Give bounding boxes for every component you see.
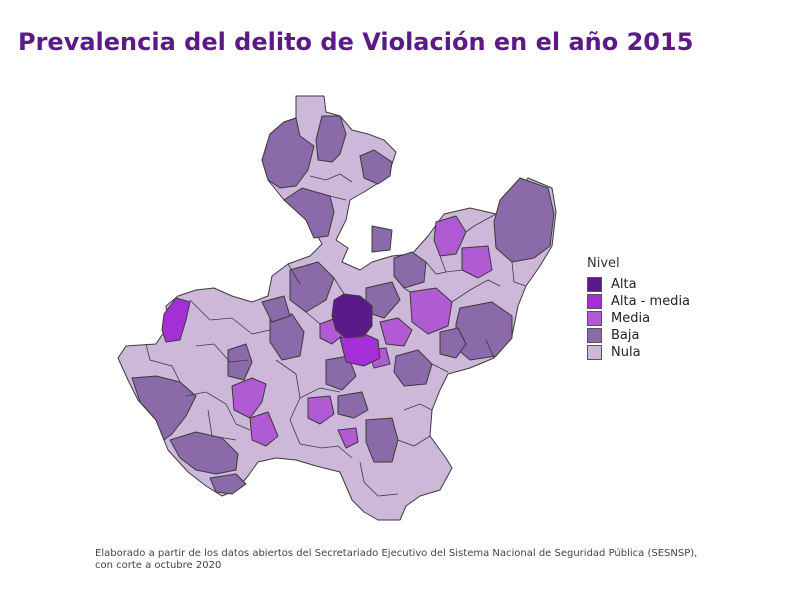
source-caption: Elaborado a partir de los datos abiertos… bbox=[95, 548, 755, 572]
region-west-coast-baja bbox=[131, 375, 197, 441]
region-media-west bbox=[231, 377, 267, 419]
region-center-s-baja bbox=[393, 349, 433, 387]
region-southwest-tip-baja bbox=[209, 473, 247, 495]
region-east-mid-baja bbox=[455, 301, 513, 361]
border-line bbox=[189, 299, 271, 335]
legend-label: Nula bbox=[611, 345, 641, 360]
legend-swatch bbox=[587, 328, 602, 343]
region-media-south bbox=[307, 395, 335, 425]
region-north-east-baja bbox=[359, 149, 393, 185]
region-west-inland-baja bbox=[227, 343, 253, 381]
state-outline-group bbox=[117, 95, 557, 521]
region-south-mid-baja bbox=[337, 391, 369, 419]
municipality-borders bbox=[145, 173, 527, 497]
region-southwest-baja bbox=[169, 431, 239, 475]
border-line bbox=[403, 403, 433, 411]
legend-label: Alta - media bbox=[611, 294, 691, 309]
region-media-ne bbox=[433, 215, 467, 257]
legend-swatch bbox=[587, 311, 602, 326]
region-east-baja bbox=[493, 177, 555, 263]
legend-item: Baja bbox=[587, 327, 690, 344]
region-media-center bbox=[379, 317, 413, 347]
border-line bbox=[333, 277, 345, 295]
legend: Nivel Alta Alta - media Media Baja Nula bbox=[587, 256, 690, 361]
region-northwest-mid-baja bbox=[261, 295, 291, 323]
legend-swatch bbox=[587, 277, 602, 292]
region-media-south-e bbox=[337, 427, 359, 449]
region-alta-media-west bbox=[161, 297, 191, 343]
border-line bbox=[511, 261, 527, 287]
region-media-center-east bbox=[409, 287, 453, 335]
region-center-se-baja bbox=[439, 327, 467, 359]
caption-line-1: Elaborado a partir de los datos abiertos… bbox=[95, 548, 698, 559]
border-line bbox=[451, 279, 501, 303]
border-line bbox=[299, 443, 353, 459]
region-north-center-baja bbox=[283, 187, 335, 239]
region-south-center-baja bbox=[365, 417, 399, 463]
border-line bbox=[305, 311, 321, 325]
region-center-east-baja bbox=[393, 251, 427, 289]
border-line bbox=[465, 213, 497, 233]
border-line bbox=[185, 391, 237, 425]
border-line bbox=[329, 195, 347, 201]
border-line bbox=[195, 343, 249, 363]
border-line bbox=[309, 173, 353, 183]
legend-item: Alta - media bbox=[587, 293, 690, 310]
border-line bbox=[359, 461, 399, 497]
region-alta-center bbox=[331, 293, 373, 339]
legend-swatch bbox=[587, 294, 602, 309]
border-line bbox=[299, 387, 341, 399]
border-line bbox=[425, 261, 447, 275]
region-center-sw-baja bbox=[269, 313, 305, 361]
legend-item: Media bbox=[587, 310, 690, 327]
legend-item: Alta bbox=[587, 276, 690, 293]
border-line bbox=[403, 287, 411, 293]
legend-item: Nula bbox=[587, 344, 690, 361]
legend-items: Alta Alta - media Media Baja Nula bbox=[587, 276, 690, 361]
legend-swatch bbox=[587, 345, 602, 360]
border-line bbox=[145, 343, 181, 383]
legend-label: Media bbox=[611, 311, 651, 326]
border-line bbox=[431, 363, 449, 373]
region-north-upper-baja bbox=[371, 225, 393, 253]
region-north-west-baja bbox=[261, 117, 315, 189]
legend-label: Baja bbox=[611, 328, 640, 343]
region-media-west-s bbox=[249, 411, 279, 447]
region-north-baja bbox=[315, 115, 347, 163]
caption-line-2: con corte a octubre 2020 bbox=[95, 560, 222, 571]
map-title: Prevalencia del delito de Violación en e… bbox=[18, 28, 694, 56]
region-media-e bbox=[461, 245, 493, 279]
legend-title: Nivel bbox=[587, 256, 620, 271]
border-line bbox=[287, 263, 301, 285]
border-line bbox=[397, 435, 431, 447]
border-line bbox=[485, 339, 495, 359]
border-line bbox=[207, 409, 237, 441]
region-center-north-baja bbox=[289, 261, 335, 313]
border-line bbox=[235, 423, 251, 431]
legend-label: Alta bbox=[611, 277, 637, 292]
